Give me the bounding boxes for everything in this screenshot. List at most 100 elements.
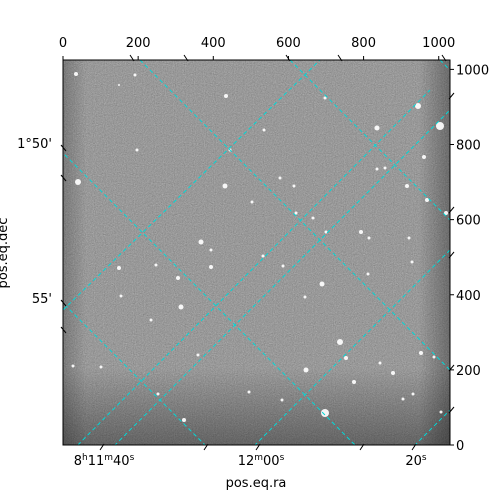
- ra-tick: [337, 54, 343, 62]
- star: [436, 122, 444, 130]
- star: [321, 409, 329, 417]
- ra-tick: [203, 443, 209, 451]
- x-tick-label: 0: [59, 36, 67, 51]
- star: [71, 364, 75, 368]
- star: [209, 265, 213, 269]
- ra-tick: [411, 443, 417, 451]
- star: [303, 295, 307, 299]
- ra-label: 12m00s: [238, 453, 285, 469]
- y-tick-label: 800: [456, 139, 481, 154]
- star: [176, 276, 180, 280]
- y-axis-title: pos.eq.dec: [0, 218, 11, 289]
- dec-tick: [60, 174, 67, 182]
- star: [303, 367, 309, 373]
- x-axis-title: pos.eq.ra: [226, 476, 287, 491]
- star: [425, 198, 429, 202]
- dec-tick: [60, 144, 67, 152]
- star: [280, 398, 284, 402]
- x-tick-label: 600: [276, 36, 301, 51]
- star: [344, 356, 348, 360]
- dec-axis: 1°50' 55': [17, 137, 52, 307]
- star: [319, 281, 325, 287]
- star: [149, 318, 153, 322]
- x-tick-label: 1000: [422, 36, 455, 51]
- star: [337, 339, 343, 345]
- star: [375, 167, 379, 171]
- star: [439, 410, 443, 414]
- star: [118, 84, 120, 86]
- right-pixel-axis: 0 200 400 600 800 1000: [456, 63, 489, 454]
- star: [135, 148, 139, 152]
- star: [119, 294, 123, 298]
- grid-line: [63, 152, 356, 445]
- star: [247, 390, 251, 394]
- plot-frame: [62, 59, 451, 446]
- grid-line: [139, 60, 450, 371]
- star: [74, 72, 78, 76]
- dec-tick: [448, 92, 455, 100]
- star: [323, 96, 327, 100]
- grid-line: [254, 249, 450, 445]
- star: [278, 176, 282, 180]
- star: [133, 73, 137, 77]
- star: [383, 166, 387, 170]
- star: [209, 248, 213, 252]
- star: [432, 355, 436, 359]
- dec-tick: [448, 406, 455, 414]
- dec-tick: [448, 364, 455, 372]
- dec-tick: [448, 206, 455, 214]
- star: [261, 254, 265, 258]
- grid-line: [63, 302, 206, 445]
- star: [401, 397, 405, 401]
- grid-line: [63, 60, 321, 311]
- star: [352, 380, 356, 384]
- grid-line: [77, 89, 431, 445]
- dec-tick: [60, 299, 67, 307]
- sky-image: [63, 60, 450, 445]
- star: [75, 179, 81, 185]
- ra-tick: [359, 443, 365, 451]
- star: [444, 211, 448, 215]
- star: [415, 103, 421, 109]
- star: [311, 216, 315, 220]
- ra-tick: [99, 443, 105, 451]
- star: [410, 260, 414, 264]
- dec-label: 1°50': [17, 137, 52, 152]
- star: [224, 94, 228, 98]
- ra-tick: [129, 54, 135, 62]
- ra-axis: 8h11m40s 12m00s 20s: [74, 453, 427, 469]
- grid-line: [114, 109, 450, 445]
- ra-label: 20s: [405, 453, 427, 469]
- dec-tick: [60, 326, 67, 334]
- ra-label: 8h11m40s: [74, 453, 135, 469]
- star: [292, 184, 296, 188]
- star: [407, 236, 411, 240]
- star-field: [71, 72, 448, 422]
- star: [411, 392, 415, 396]
- y-tick-label: 600: [456, 214, 481, 229]
- star: [391, 371, 395, 375]
- star: [366, 272, 370, 276]
- star: [250, 200, 254, 204]
- star: [422, 155, 426, 159]
- y-tick-label: 0: [456, 439, 464, 454]
- star: [405, 184, 409, 188]
- star: [198, 239, 204, 245]
- axis-ticks: [60, 54, 455, 451]
- x-tick-label: 200: [126, 36, 151, 51]
- star: [294, 211, 298, 215]
- top-pixel-axis: 0 200 400 600 800 1000: [59, 36, 455, 51]
- star: [154, 263, 158, 267]
- star: [419, 351, 423, 355]
- grid-line: [289, 60, 450, 221]
- grid-line: [414, 409, 450, 445]
- star: [196, 353, 200, 357]
- ra-tick: [183, 54, 189, 62]
- star: [359, 230, 363, 234]
- ra-tick: [285, 54, 291, 62]
- star: [367, 236, 371, 240]
- ra-tick: [441, 54, 447, 62]
- star: [178, 304, 184, 310]
- star: [99, 365, 103, 369]
- x-tick-label: 800: [351, 36, 376, 51]
